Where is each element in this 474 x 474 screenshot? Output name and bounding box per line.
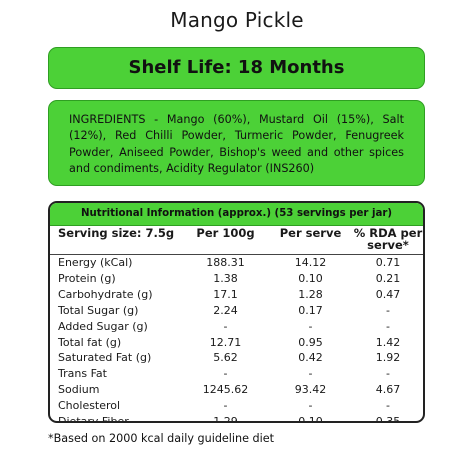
column-header-serving-size: Serving size: 7.5g [58,226,175,240]
table-row: Energy (kCal) 188.31 14.12 0.71 [50,255,423,271]
per-serve-value: 0.17 [298,303,323,317]
table-row: Trans Fat - - - [50,366,423,382]
nutrient-name: Sodium [58,383,100,397]
nutrition-table-panel: Nutritional Information (approx.) (53 se… [48,201,425,423]
nutrient-name: Total fat (g) [58,335,122,349]
per-serve-value: 93.42 [294,383,327,397]
rda-value: 0.71 [375,256,401,269]
per-100g-value: 188.31 [206,256,245,269]
ingredients-box: INGREDIENTS - Mango (60%), Mustard Oil (… [48,100,425,186]
per-100g-value: 1245.62 [202,383,249,397]
table-row: Cholesterol - - - [50,398,423,414]
per-serve-value: 0.10 [298,415,323,423]
nutrient-name: Dietary Fiber [58,415,129,423]
nutrition-header: Nutritional Information (approx.) (53 se… [50,203,423,226]
per-100g-value: 2.24 [213,303,238,317]
per-100g-value: - [223,319,228,333]
nutrition-table: Serving size: 7.5g Per 100g Per serve % … [50,226,423,423]
table-row: Protein (g) 1.38 0.10 0.21 [50,271,423,287]
rda-value: 1.42 [375,335,401,349]
per-100g-value: 5.62 [213,351,238,365]
column-header-rda: % RDA per serve* [353,226,423,252]
rda-value: - [386,367,390,381]
table-row: Dietary Fiber 1.29 0.10 0.35 [50,414,423,423]
column-header-per-serve: Per serve [279,226,342,240]
per-100g-value: - [223,367,228,381]
rda-value: 0.35 [375,415,401,423]
per-100g-value: 17.1 [213,287,238,301]
shelf-life-banner: Shelf Life: 18 Months [48,47,425,89]
table-row: Sodium 1245.62 93.42 4.67 [50,382,423,398]
rda-value: 0.47 [375,287,401,301]
per-serve-value: 0.42 [298,351,323,365]
per-serve-value: 1.28 [298,287,323,301]
per-100g-value: 1.29 [213,415,238,423]
table-row: Total fat (g) 12.71 0.95 1.42 [50,335,423,351]
per-100g-value: 1.38 [213,271,238,285]
rda-value: - [386,399,390,413]
column-header-per-100g: Per 100g [196,226,255,240]
rda-footnote: *Based on 2000 kcal daily guideline diet [48,432,275,445]
nutrient-name: Trans Fat [58,367,107,381]
table-row: Total Sugar (g) 2.24 0.17 - [50,303,423,319]
rda-value: 0.21 [375,271,401,285]
nutrient-name: Cholesterol [58,399,121,413]
nutrition-table-body: Energy (kCal) 188.31 14.12 0.71 Protein (g)… [50,255,423,423]
nutrient-name: Saturated Fat (g) [58,351,152,365]
nutrient-name: Added Sugar (g) [58,319,148,333]
table-row: Saturated Fat (g) 5.62 0.42 1.92 [50,350,423,366]
per-serve-value: - [308,399,313,413]
per-serve-value: - [308,319,313,333]
per-serve-value: - [308,367,313,381]
per-serve-value: 0.95 [298,335,323,349]
per-100g-value: - [223,399,228,413]
per-serve-value: 0.10 [298,271,323,285]
table-row: Added Sugar (g) - - - [50,319,423,335]
product-title: Mango Pickle [170,8,304,32]
rda-value: - [386,319,390,333]
rda-value: - [386,303,390,317]
nutrient-name: Total Sugar (g) [58,303,139,317]
nutrient-name: Energy (kCal) [58,256,133,269]
per-100g-value: 12.71 [209,335,242,349]
rda-value: 1.92 [375,351,401,365]
table-row: Carbohydrate (g) 17.1 1.28 0.47 [50,287,423,303]
nutrient-name: Protein (g) [58,271,116,285]
rda-value: 4.67 [375,383,401,397]
nutrition-column-headers: Serving size: 7.5g Per 100g Per serve % … [50,226,423,255]
nutrient-name: Carbohydrate (g) [58,287,153,301]
per-serve-value: 14.12 [294,256,327,269]
